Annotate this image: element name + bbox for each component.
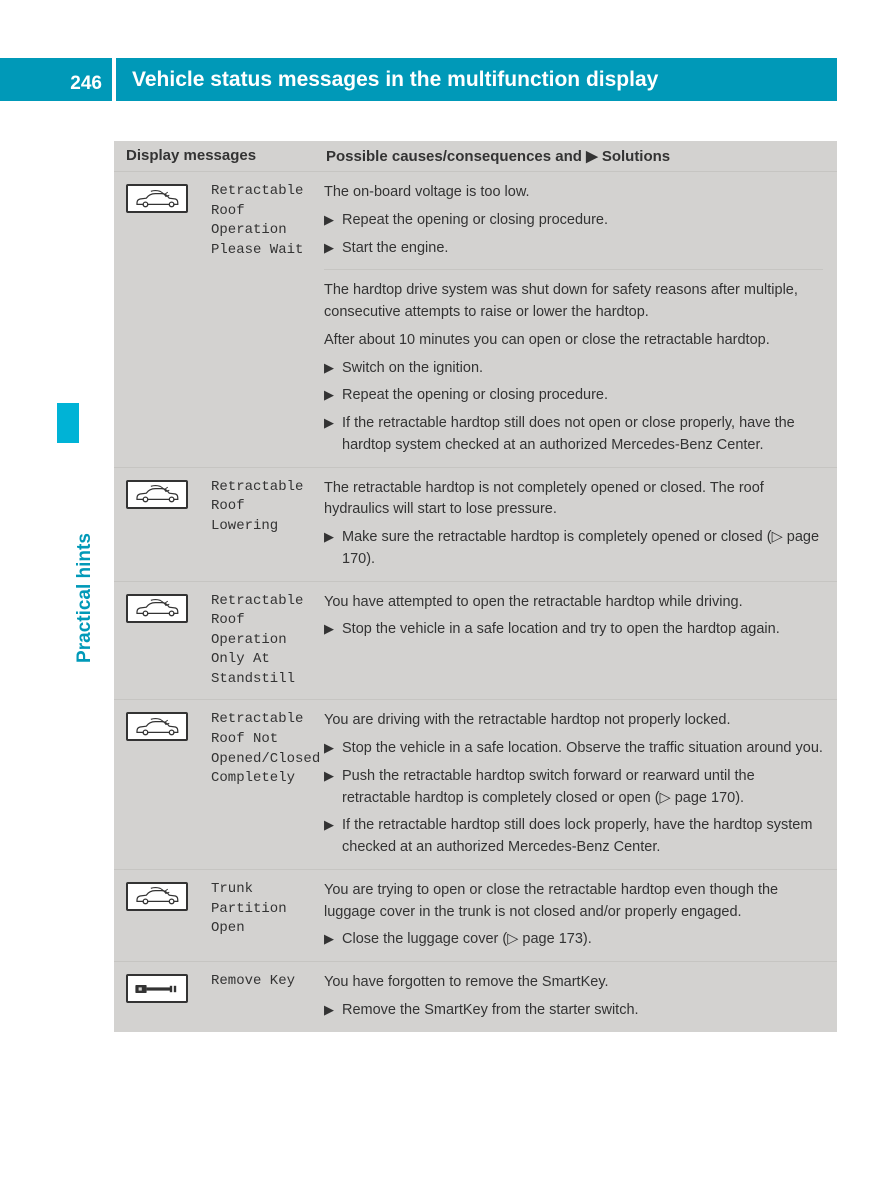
solution-extra: After about 10 minutes you can open or c… <box>324 330 823 352</box>
icon-cell <box>114 172 211 467</box>
triangle-bullet-icon: ▶ <box>324 766 342 810</box>
solution-item: ▶Remove the SmartKey from the starter sw… <box>324 1000 823 1022</box>
solution-item: ▶Start the engine. <box>324 238 823 260</box>
triangle-bullet-icon: ▶ <box>324 1000 342 1022</box>
messages-table: Display messages Possible causes/consequ… <box>114 141 837 1032</box>
car-convertible-icon <box>133 189 181 209</box>
solution-item-text: Start the engine. <box>342 238 823 260</box>
triangle-bullet-icon: ▶ <box>324 815 342 859</box>
solution-block: The hardtop drive system was shut down f… <box>324 280 823 456</box>
solution-item-text: Make sure the retractable hardtop is com… <box>342 527 823 571</box>
display-message-cell: Trunk Partition Open <box>211 870 316 961</box>
triangle-bullet-icon: ▶ <box>324 738 342 760</box>
car-convertible-icon <box>133 717 181 737</box>
icon-cell <box>114 870 211 961</box>
car-icon-box <box>126 184 188 213</box>
icon-cell <box>114 962 211 1032</box>
solution-item: ▶Close the luggage cover (▷ page 173). <box>324 929 823 951</box>
car-convertible-icon <box>133 886 181 906</box>
triangle-bullet-icon: ▶ <box>324 210 342 232</box>
car-icon-box <box>126 882 188 911</box>
triangle-bullet-icon: ▶ <box>324 385 342 407</box>
solution-item: ▶Repeat the opening or closing procedure… <box>324 385 823 407</box>
icon-cell <box>114 468 211 581</box>
display-message-cell: Remove Key <box>211 962 316 1032</box>
car-convertible-icon <box>133 598 181 618</box>
solution-cell: You have attempted to open the retractab… <box>316 582 837 700</box>
solution-item-text: If the retractable hardtop still does lo… <box>342 815 823 859</box>
solution-intro: You are trying to open or close the retr… <box>324 880 823 924</box>
solution-cell: The retractable hardtop is not completel… <box>316 468 837 581</box>
side-section-label: Practical hints <box>74 533 96 663</box>
solution-item-text: Repeat the opening or closing procedure. <box>342 385 823 407</box>
col-solutions: Possible causes/consequences and ▶ Solut… <box>326 147 825 165</box>
display-message-cell: Retractable Roof Lowering <box>211 468 316 581</box>
display-message-cell: Retractable Roof Not Opened/Closed Compl… <box>211 700 316 869</box>
table-row: Trunk Partition OpenYou are trying to op… <box>114 870 837 962</box>
solution-intro: You have attempted to open the retractab… <box>324 592 823 614</box>
solution-item: ▶If the retractable hardtop still does l… <box>324 815 823 859</box>
col-display-messages: Display messages <box>126 147 326 165</box>
header-title: Vehicle status messages in the multifunc… <box>116 58 837 101</box>
solution-item: ▶Make sure the retractable hardtop is co… <box>324 527 823 571</box>
solution-item-text: If the retractable hardtop still does no… <box>342 413 823 457</box>
table-row: Retractable Roof LoweringThe retractable… <box>114 468 837 582</box>
solution-item: ▶If the retractable hardtop still does n… <box>324 413 823 457</box>
solution-item-text: Stop the vehicle in a safe location and … <box>342 619 823 641</box>
solution-item: ▶Stop the vehicle in a safe location. Ob… <box>324 738 823 760</box>
solution-item: ▶Push the retractable hardtop switch for… <box>324 766 823 810</box>
solution-item-text: Switch on the ignition. <box>342 358 823 380</box>
solution-intro: The on-board voltage is too low. <box>324 182 823 204</box>
solution-item: ▶Switch on the ignition. <box>324 358 823 380</box>
solution-cell: You are driving with the retractable har… <box>316 700 837 869</box>
triangle-bullet-icon: ▶ <box>324 929 342 951</box>
key-icon <box>133 981 181 997</box>
table-row: Retractable Roof Operation Please WaitTh… <box>114 172 837 468</box>
triangle-bullet-icon: ▶ <box>324 238 342 260</box>
solution-block: The retractable hardtop is not completel… <box>324 478 823 571</box>
header-bar: 246 Vehicle status messages in the multi… <box>0 58 884 101</box>
key-icon-box <box>126 974 188 1003</box>
solution-intro: You have forgotten to remove the SmartKe… <box>324 972 823 994</box>
triangle-bullet-icon: ▶ <box>324 619 342 641</box>
triangle-bullet-icon: ▶ <box>324 413 342 457</box>
solution-intro: The hardtop drive system was shut down f… <box>324 280 823 324</box>
table-row: Retractable Roof Not Opened/Closed Compl… <box>114 700 837 870</box>
solution-cell: You have forgotten to remove the SmartKe… <box>316 962 837 1032</box>
display-message-cell: Retractable Roof Operation Only At Stand… <box>211 582 316 700</box>
triangle-bullet-icon: ▶ <box>324 527 342 571</box>
table-row: Retractable Roof Operation Only At Stand… <box>114 582 837 701</box>
car-icon-box <box>126 594 188 623</box>
solution-block: The on-board voltage is too low. ▶Repeat … <box>324 182 823 270</box>
solution-cell: The on-board voltage is too low.▶Repeat … <box>316 172 837 467</box>
solution-block: You have forgotten to remove the SmartKe… <box>324 972 823 1022</box>
solution-block: You have attempted to open the retractab… <box>324 592 823 642</box>
side-tab-marker <box>57 403 79 443</box>
solution-intro: You are driving with the retractable har… <box>324 710 823 732</box>
icon-cell <box>114 700 211 869</box>
car-convertible-icon <box>133 484 181 504</box>
car-icon-box <box>126 480 188 509</box>
solution-item-text: Remove the SmartKey from the starter swi… <box>342 1000 823 1022</box>
solution-item: ▶Stop the vehicle in a safe location and… <box>324 619 823 641</box>
solution-block: You are trying to open or close the retr… <box>324 880 823 951</box>
solution-item-text: Close the luggage cover (▷ page 173). <box>342 929 823 951</box>
car-icon-box <box>126 712 188 741</box>
solution-cell: You are trying to open or close the retr… <box>316 870 837 961</box>
solution-item-text: Push the retractable hardtop switch forw… <box>342 766 823 810</box>
solution-item-text: Repeat the opening or closing procedure. <box>342 210 823 232</box>
solution-block: You are driving with the retractable har… <box>324 710 823 859</box>
triangle-bullet-icon: ▶ <box>324 358 342 380</box>
table-header: Display messages Possible causes/consequ… <box>114 141 837 172</box>
solution-item: ▶Repeat the opening or closing procedure… <box>324 210 823 232</box>
table-row: Remove Key You have forgotten to remove t… <box>114 962 837 1032</box>
page-number: 246 <box>0 58 112 101</box>
solution-item-text: Stop the vehicle in a safe location. Obs… <box>342 738 823 760</box>
solution-intro: The retractable hardtop is not completel… <box>324 478 823 522</box>
icon-cell <box>114 582 211 700</box>
display-message-cell: Retractable Roof Operation Please Wait <box>211 172 316 467</box>
